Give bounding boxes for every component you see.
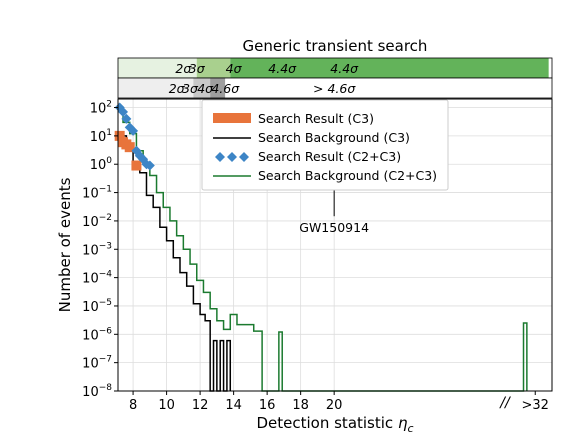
chart-title: Generic transient search <box>243 37 428 55</box>
legend-label-c3-result: Search Result (C3) <box>258 111 374 126</box>
band-c2c3-0 <box>118 58 197 78</box>
y-tick-base: 10 <box>82 385 99 400</box>
x-tick-label-3: 14 <box>225 398 242 413</box>
band-c3-1 <box>193 78 211 98</box>
band-label-c2c3-0: 2σ <box>175 61 192 76</box>
band-label-c3-2: 4σ <box>197 81 214 96</box>
y-tick-label-4: 10−4 <box>82 270 112 287</box>
legend-label-c2c3-result: Search Result (C2+C3) <box>258 149 401 164</box>
band-c2c3-1 <box>196 58 231 78</box>
band-c3-3 <box>225 78 553 98</box>
x-tick-label-7: >32 <box>522 398 549 413</box>
y-tick-exponent: 1 <box>106 128 112 138</box>
y-tick-exponent: −4 <box>99 270 113 280</box>
y-ticks: 10−810−710−610−510−410−310−210−110010110… <box>82 100 118 400</box>
y-tick-label-1: 10−7 <box>82 355 112 372</box>
band-label-c3-3: 4.6σ <box>211 81 240 96</box>
legend-box <box>201 99 449 191</box>
band-c2c3-2 <box>230 58 549 78</box>
y-tick-base: 10 <box>82 187 99 202</box>
x-tick-label-6: 20 <box>326 398 343 413</box>
band-label-c3-4: > 4.6σ <box>313 81 356 96</box>
x-tick-label-5: 18 <box>292 398 309 413</box>
y-tick-exponent: −6 <box>99 326 113 336</box>
band-c3-frame <box>117 77 553 99</box>
x-axis-label: Detection statistic ηc <box>256 414 413 435</box>
y-tick-label-5: 10−3 <box>82 241 112 258</box>
x-axis-label-symbol: η <box>398 414 408 432</box>
axis-break-marker: // <box>498 395 511 411</box>
band-c3-0 <box>118 78 194 98</box>
legend: Search Result (C3) Search Background (C3… <box>201 99 449 191</box>
y-tick-base: 10 <box>82 243 99 258</box>
annotation-label-0: GW150914 <box>299 220 369 235</box>
point-c2c3-result-4 <box>128 125 139 136</box>
band-label-c3-0: 2σ <box>169 81 186 96</box>
y-tick-base: 10 <box>82 328 99 343</box>
legend-label-c2c3-background: Search Background (C2+C3) <box>258 168 437 183</box>
y-tick-label-10: 102 <box>90 100 112 117</box>
legend-label-c3-background: Search Background (C3) <box>258 130 410 145</box>
y-tick-exponent: −7 <box>99 355 112 365</box>
plot-frame <box>117 98 553 392</box>
series-c3-background-line <box>118 135 232 392</box>
y-tick-label-8: 100 <box>90 156 113 173</box>
legend-marker-c3-result <box>213 113 251 123</box>
y-tick-label-7: 10−1 <box>82 185 112 202</box>
y-tick-exponent: −3 <box>99 241 112 251</box>
x-tick-label-2: 12 <box>192 398 209 413</box>
point-c3-result-0 <box>114 130 125 141</box>
y-tick-label-0: 10−8 <box>82 383 112 400</box>
y-tick-base: 10 <box>90 130 107 145</box>
band-label-c2c3-2: 4σ <box>226 61 243 76</box>
x-axis-label-base: Detection statistic <box>256 414 397 432</box>
y-tick-base: 10 <box>90 102 107 117</box>
y-tick-label-3: 10−5 <box>82 298 112 315</box>
band-c3-2 <box>210 78 226 98</box>
y-tick-base: 10 <box>82 357 99 372</box>
y-tick-exponent: 0 <box>106 156 112 166</box>
legend-marker-c2c3-result <box>215 152 249 162</box>
band-label-c2c3-3: 4.4σ <box>268 61 297 76</box>
x-ticks: 8 10 12 14 16 18 20 >32 <box>129 391 549 413</box>
y-tick-exponent: −5 <box>99 298 112 308</box>
y-tick-label-9: 101 <box>90 128 112 145</box>
y-tick-base: 10 <box>82 272 99 287</box>
x-tick-label-4: 16 <box>259 398 276 413</box>
x-tick-label-1: 10 <box>158 398 175 413</box>
band-label-c2c3-1: 3σ <box>189 61 206 76</box>
point-c2c3-result-1 <box>118 106 129 117</box>
band-label-c3-1: 3σ <box>182 81 199 96</box>
y-tick-base: 10 <box>82 300 99 315</box>
point-c2c3-result-9 <box>144 160 155 171</box>
y-tick-label-6: 10−2 <box>82 213 112 230</box>
band-label-c2c3-4: 4.4σ <box>330 61 359 76</box>
y-tick-exponent: −2 <box>99 213 112 223</box>
point-c3-result-4 <box>131 160 142 171</box>
y-tick-exponent: −8 <box>99 383 113 393</box>
y-tick-base: 10 <box>90 158 107 173</box>
y-tick-exponent: −1 <box>99 185 112 195</box>
point-c2c3-result-2 <box>121 113 132 124</box>
x-tick-label-0: 8 <box>129 398 137 413</box>
point-c3-result-3 <box>124 142 135 153</box>
y-tick-exponent: 2 <box>106 100 112 110</box>
x-axis-label-subscript: c <box>407 422 413 435</box>
y-tick-label-2: 10−6 <box>82 326 112 343</box>
y-tick-base: 10 <box>82 215 99 230</box>
y-axis-label: Number of events <box>56 177 74 312</box>
